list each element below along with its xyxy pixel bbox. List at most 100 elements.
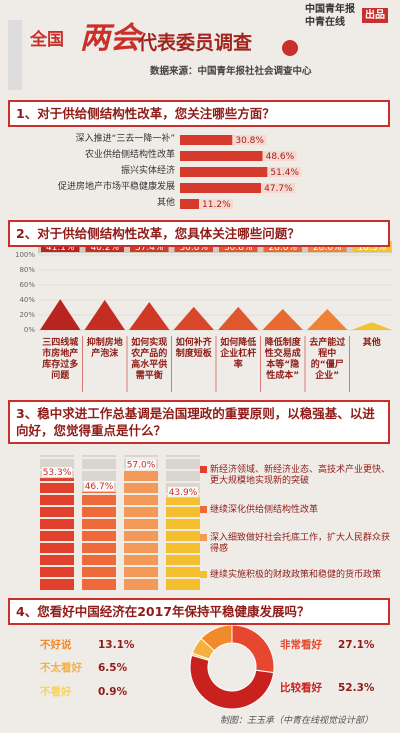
pillar	[8, 20, 22, 90]
category-label: 去产能过程中的“僵尸企业”	[309, 338, 346, 381]
value-label: 13.1%	[98, 639, 135, 651]
value-label: 30.8%	[235, 136, 264, 146]
legend-swatch	[200, 534, 207, 541]
label-bg	[267, 167, 302, 177]
category-label: 三四线城市房地产库存过多问题	[42, 338, 79, 381]
y-tick-label: 60%	[19, 281, 35, 289]
emblem	[282, 40, 298, 56]
block-column	[166, 497, 200, 590]
pyramid	[351, 322, 392, 330]
value-label: 11.2%	[202, 200, 231, 210]
value-label: 41.1%	[46, 243, 75, 253]
value-bg	[130, 242, 169, 252]
block-column	[82, 491, 116, 590]
block-column	[40, 478, 74, 590]
value-label: 52.3%	[338, 682, 375, 694]
legend-label: 继续深化供给侧结构性改革	[210, 505, 319, 515]
value-bg	[126, 459, 156, 470]
category-label: 不太看好	[40, 661, 82, 674]
label-bg	[261, 183, 296, 193]
value-bg	[174, 242, 213, 252]
bar	[180, 183, 262, 193]
category-label: 降低制度性交易成本等“隐性成本”	[264, 338, 301, 381]
value-bg	[84, 480, 114, 491]
pyramid	[218, 306, 259, 330]
bar	[180, 135, 233, 145]
y-tick-label: 80%	[19, 266, 35, 274]
pyramid	[262, 309, 303, 330]
pyramid	[129, 301, 170, 330]
category-label: 深入推进“三去一降一补”	[75, 134, 175, 144]
section-title: 3、稳中求进工作总基调是治国理政的重要原则，以稳强基、以进向好，您觉得重点是什么…	[8, 400, 390, 444]
pyramid	[173, 306, 214, 330]
category-label: 如何补齐制度短板	[175, 338, 212, 359]
category-label: 如何降低企业杠杆率	[220, 338, 257, 370]
category-label: 振兴实体经济	[120, 166, 175, 176]
value-label: 47.7%	[264, 184, 293, 194]
y-tick-label: 100%	[15, 251, 35, 259]
value-label: 0.9%	[98, 686, 128, 698]
value-label: 10.3%	[357, 243, 386, 253]
category-label: 促进房地产市场平稳健康发展	[57, 182, 175, 192]
category-label: 抑制房地产泡沫	[86, 338, 123, 359]
value-label: 48.6%	[266, 152, 295, 162]
pyramid	[307, 309, 348, 330]
legend-label: 深入细致做好社会托底工作，扩大人民群众获得感	[210, 533, 391, 554]
title: 两会	[80, 21, 140, 56]
y-tick-label: 0%	[24, 326, 35, 334]
value-label: 28.0%	[268, 243, 297, 253]
bar	[180, 167, 268, 177]
value-bg	[85, 242, 124, 252]
brand: 中青在线	[305, 17, 345, 28]
value-label: 27.1%	[338, 639, 375, 651]
value-label: 51.4%	[270, 168, 299, 178]
donut-slice	[200, 624, 233, 652]
value-bg	[308, 242, 347, 252]
category-label: 如何实现农产品的高水平供需平衡	[131, 338, 168, 381]
legend-swatch	[200, 571, 207, 578]
section-title: 1、对于供给侧结构性改革，您关注哪些方面？	[8, 100, 390, 127]
legend-label: 新经济领域、新经济业态、高技术产业更快、更大规模地实现新的突破	[210, 465, 391, 486]
category-label: 非常看好	[280, 638, 322, 651]
donut-slice	[189, 654, 275, 710]
value-label: 53.3%	[43, 468, 72, 478]
value-label: 46.7%	[85, 482, 114, 492]
legend-swatch	[200, 506, 207, 513]
category-label: 其他	[156, 198, 175, 208]
brand: 中国青年报	[305, 4, 355, 15]
category-label: 不好说	[40, 638, 72, 651]
value-label: 37.4%	[135, 243, 164, 253]
value-label: 28.0%	[313, 243, 342, 253]
y-tick-label: 40%	[19, 296, 35, 304]
value-bg	[168, 486, 198, 497]
value-label: 43.9%	[169, 488, 198, 498]
y-tick-label: 20%	[19, 311, 35, 319]
section-title: 4、您看好中国经济在2017年保持平稳健康发展吗？	[8, 598, 390, 625]
category-label: 不看好	[40, 685, 72, 698]
title: 代表委员调查	[138, 32, 253, 54]
bar	[180, 151, 263, 161]
value-bg	[219, 242, 258, 252]
legend-swatch	[200, 466, 207, 473]
value-bg	[42, 467, 72, 478]
title: 全国	[30, 30, 64, 50]
value-bg	[41, 242, 80, 252]
pyramid	[40, 299, 81, 330]
label-bg	[199, 199, 234, 209]
value-label: 6.5%	[98, 662, 128, 674]
category-label: 其他	[362, 338, 381, 348]
value-bg	[352, 242, 391, 252]
credit: 制图：王玉承（中青在线视觉设计部）	[220, 716, 374, 726]
pyramid	[84, 299, 125, 330]
category-label: 农业供给侧结构性改革	[84, 150, 175, 160]
label-bg	[262, 151, 297, 161]
donut-slice	[231, 624, 275, 674]
brand: 出品	[362, 8, 388, 23]
value-bg	[263, 242, 302, 252]
value-label: 40.2%	[90, 243, 119, 253]
section-title: 2、对于供给侧结构性改革，您具体关注哪些问题？	[8, 220, 390, 247]
label-bg	[232, 135, 267, 145]
source: 数据来源：中国青年报社社会调查中心	[150, 66, 312, 77]
